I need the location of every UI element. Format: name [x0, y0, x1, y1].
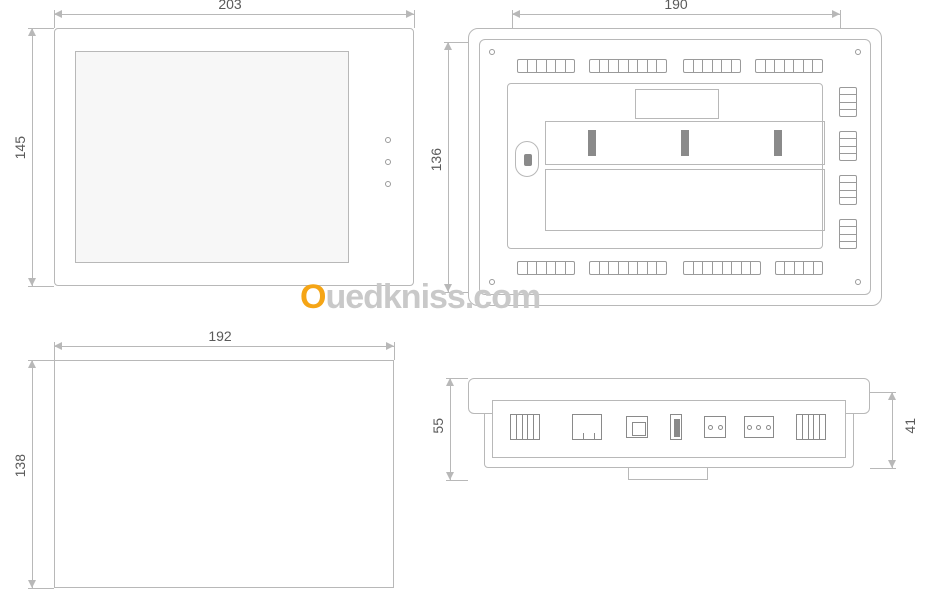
- vent-icon: [796, 414, 826, 440]
- dim-line-rear-height: [448, 42, 449, 292]
- profile-foot: [628, 468, 708, 480]
- front-view-panel: [54, 28, 414, 286]
- side-view-panel: [54, 360, 394, 588]
- ext-line: [414, 10, 415, 28]
- ext-line: [870, 468, 896, 469]
- terminal-block: [775, 261, 823, 275]
- arrow-icon: [28, 360, 36, 368]
- terminal-block: [517, 59, 575, 73]
- arrow-icon: [54, 342, 62, 350]
- arrow-icon: [28, 580, 36, 588]
- arrow-icon: [54, 10, 62, 18]
- ext-line: [28, 588, 54, 589]
- side-connector: [839, 131, 857, 161]
- profile-inner: [492, 400, 846, 458]
- ext-line: [870, 392, 896, 393]
- led-icon: [385, 159, 391, 165]
- power-3pin-icon: [744, 416, 774, 438]
- dim-front-width: 203: [210, 0, 250, 12]
- dim-blank-width: 192: [200, 328, 240, 344]
- ext-line: [28, 286, 54, 287]
- usb-a-port-icon: [670, 414, 682, 440]
- ext-line: [512, 10, 513, 28]
- dim-line-rear-width: [512, 14, 840, 15]
- front-screen: [75, 51, 349, 263]
- side-connector: [839, 87, 857, 117]
- ext-line: [446, 378, 468, 379]
- rear-label-plate: [635, 89, 719, 119]
- arrow-icon: [888, 392, 896, 400]
- power-2pin-icon: [704, 416, 726, 438]
- terminal-block: [517, 261, 575, 275]
- side-connector: [839, 219, 857, 249]
- arrow-icon: [28, 278, 36, 286]
- mounting-clip-icon: [515, 141, 539, 177]
- ext-line: [444, 292, 468, 293]
- dim-rear-height: 136: [428, 148, 444, 171]
- terminal-block: [683, 59, 741, 73]
- terminal-block: [683, 261, 761, 275]
- arrow-icon: [446, 472, 454, 480]
- dim-rear-width: 190: [656, 0, 696, 12]
- dim-line-blank-width: [54, 346, 394, 347]
- dim-front-height: 145: [12, 136, 28, 159]
- dim-profile-body: 41: [902, 418, 918, 434]
- side-connector: [839, 175, 857, 205]
- terminal-block: [755, 59, 823, 73]
- ext-line: [840, 10, 841, 28]
- arrow-icon: [28, 28, 36, 36]
- arrow-icon: [444, 42, 452, 50]
- ext-line: [444, 42, 468, 43]
- dim-line-profile-body: [892, 392, 893, 468]
- led-icon: [385, 181, 391, 187]
- arrow-icon: [512, 10, 520, 18]
- ext-line: [446, 480, 468, 481]
- arrow-icon: [406, 10, 414, 18]
- terminal-block: [589, 261, 667, 275]
- rear-slot-lower: [545, 169, 825, 231]
- dim-profile-depth: 55: [430, 418, 446, 434]
- dim-line-front-height: [32, 28, 33, 286]
- led-icon: [385, 137, 391, 143]
- ext-line: [28, 28, 54, 29]
- arrow-icon: [832, 10, 840, 18]
- profile-view: [468, 378, 870, 496]
- arrow-icon: [386, 342, 394, 350]
- arrow-icon: [446, 378, 454, 386]
- dim-blank-height: 138: [12, 454, 28, 477]
- dim-line-front-width: [54, 14, 414, 15]
- arrow-icon: [888, 460, 896, 468]
- ext-line: [54, 342, 55, 360]
- arrow-icon: [444, 284, 452, 292]
- ext-line: [394, 342, 395, 360]
- rear-view-panel: [468, 28, 882, 306]
- terminal-block: [589, 59, 667, 73]
- ext-line: [54, 10, 55, 28]
- ext-line: [28, 360, 54, 361]
- vent-icon: [510, 414, 540, 440]
- usb-b-port-icon: [626, 416, 648, 438]
- rj45-port-icon: [572, 414, 602, 440]
- technical-drawing: 203 145 190 136: [0, 0, 929, 594]
- dim-line-profile-depth: [450, 378, 451, 480]
- dim-line-blank-height: [32, 360, 33, 588]
- rear-slot-upper: [545, 121, 825, 165]
